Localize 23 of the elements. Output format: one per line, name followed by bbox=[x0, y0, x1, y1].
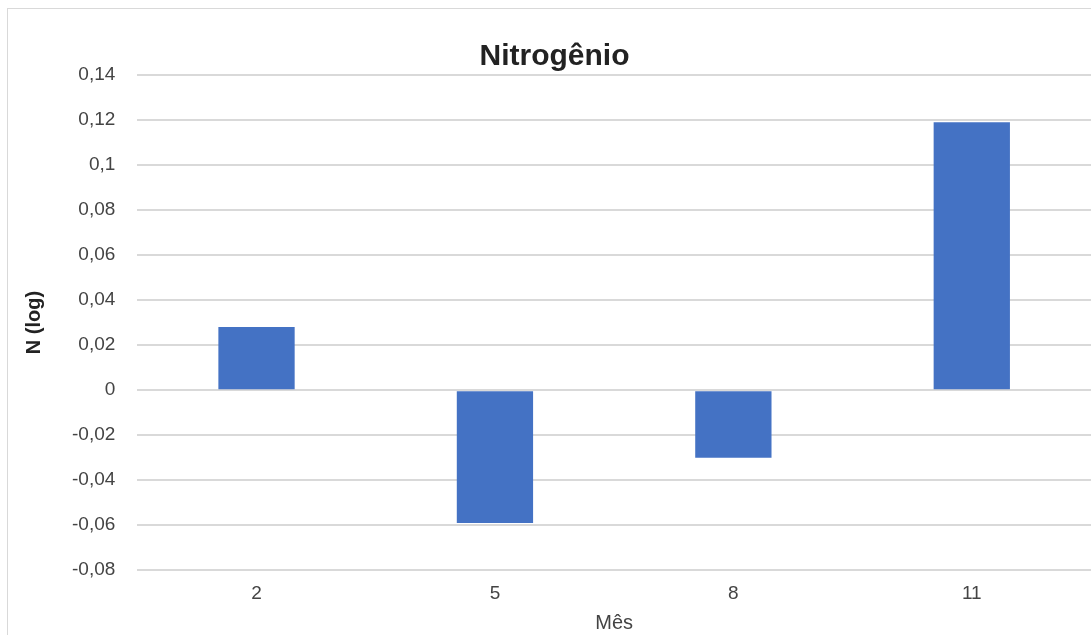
chart-title: Nitrogênio bbox=[479, 38, 630, 72]
y-tick-label: -0,02 bbox=[71, 423, 116, 445]
y-tick-label: 0,02 bbox=[78, 333, 116, 355]
bar bbox=[933, 122, 1010, 390]
x-tick-label: 8 bbox=[728, 581, 739, 603]
y-tick-label: -0,08 bbox=[71, 558, 116, 580]
y-tick-label: -0,06 bbox=[71, 513, 116, 535]
y-axis-title: N (log) bbox=[21, 290, 44, 355]
bar bbox=[456, 391, 534, 523]
y-tick-label: 0,12 bbox=[78, 108, 116, 130]
y-tick-label: 0,08 bbox=[78, 198, 116, 220]
y-tick-label: 0,04 bbox=[78, 288, 116, 310]
x-tick-label: 11 bbox=[961, 581, 982, 603]
x-tick-label: 5 bbox=[489, 581, 501, 603]
bar bbox=[218, 327, 295, 390]
y-tick-label: 0,14 bbox=[78, 63, 116, 85]
x-tick-label: 2 bbox=[251, 581, 262, 603]
y-tick-label: 0 bbox=[104, 378, 116, 400]
x-axis-title: Mês bbox=[595, 610, 634, 633]
y-tick-label: 0,06 bbox=[78, 243, 116, 265]
y-tick-label: -0,04 bbox=[71, 468, 116, 490]
y-tick-label: 0,1 bbox=[88, 153, 116, 175]
bar bbox=[695, 391, 772, 458]
